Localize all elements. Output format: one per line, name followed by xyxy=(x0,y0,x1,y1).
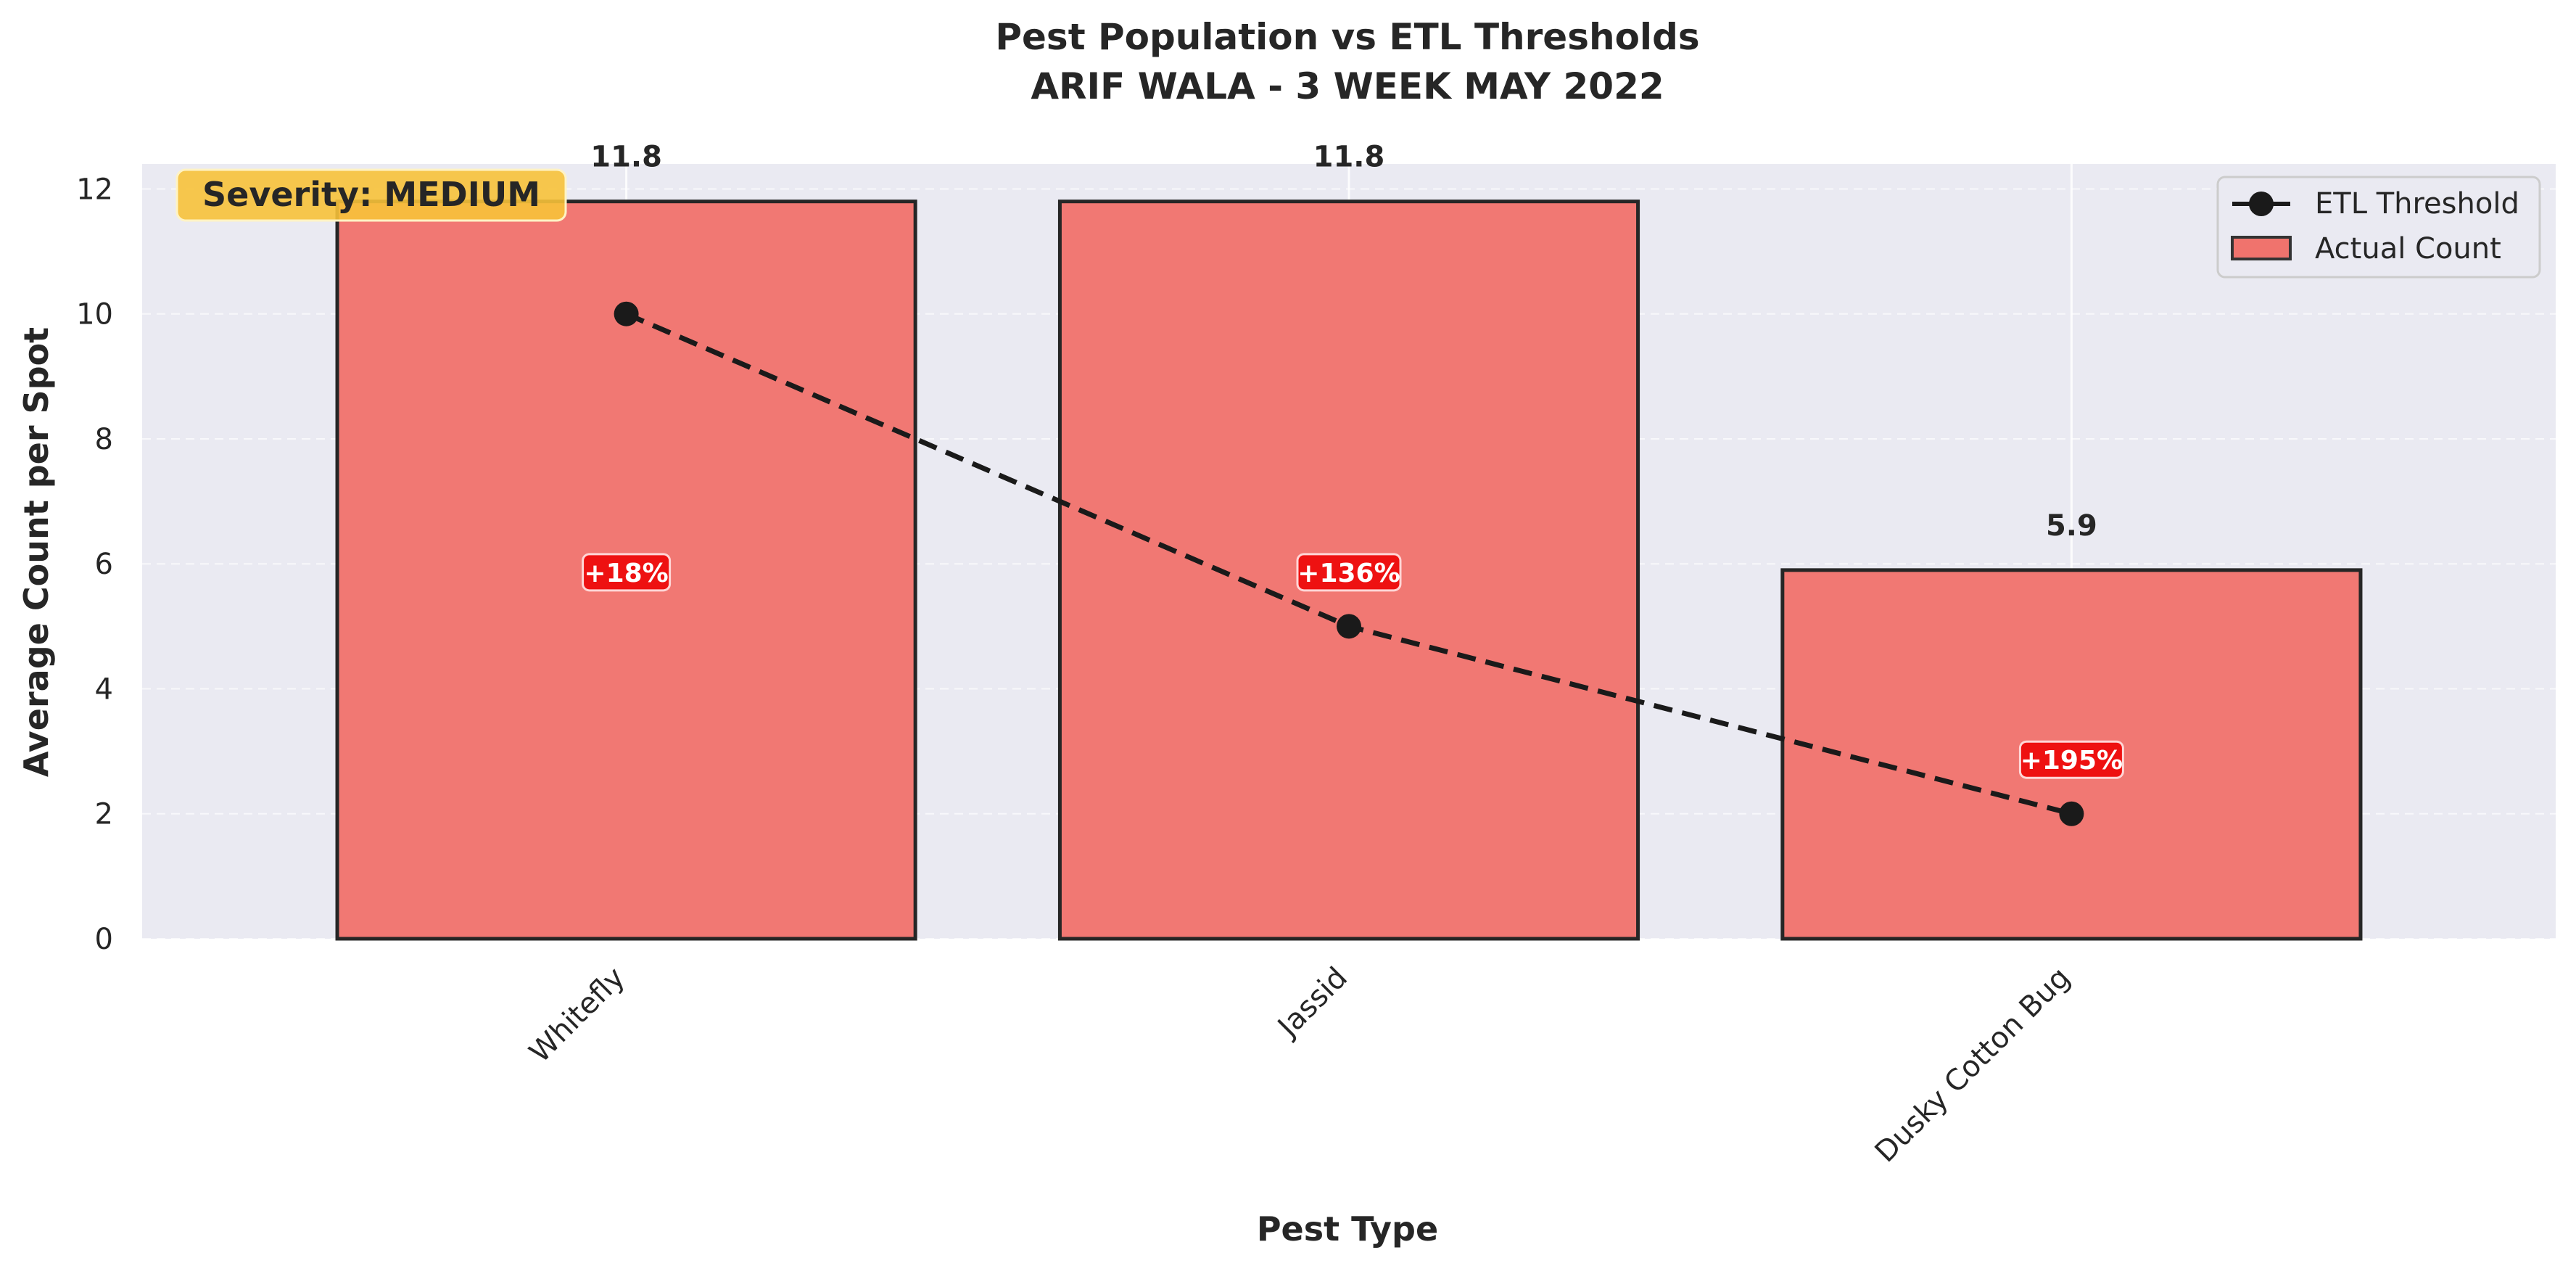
y-axis-label: Average Count per Spot xyxy=(17,327,56,777)
severity-label: Severity: MEDIUM xyxy=(202,175,540,214)
exceed-badge xyxy=(2018,740,2124,779)
legend-etl-label: ETL Threshold xyxy=(2315,187,2519,221)
legend-actual-label: Actual Count xyxy=(2315,232,2501,266)
x-tick-label: Jassid xyxy=(1270,961,1354,1045)
y-tick-label: 10 xyxy=(76,298,113,332)
y-tick-label: 6 xyxy=(95,548,113,581)
y-tick-label: 8 xyxy=(95,423,113,456)
exceed-label: +195% xyxy=(2020,746,2123,776)
y-tick-label: 4 xyxy=(95,672,113,706)
x-tick-label: Whitefly xyxy=(523,961,631,1069)
bar-value-label: 5.9 xyxy=(2046,509,2097,543)
legend-actual-swatch xyxy=(2231,236,2292,260)
exceed-badge xyxy=(582,553,672,592)
chart-title: Pest Population vs ETL Thresholds xyxy=(995,16,1699,58)
etl-line-layer xyxy=(614,301,2084,826)
severity-badge-box xyxy=(176,168,567,222)
x-axis-label: Pest Type xyxy=(1257,1209,1438,1249)
exceed-badge xyxy=(1296,553,1402,592)
severity-badge: Severity: MEDIUM xyxy=(176,168,567,222)
exceed-label: +18% xyxy=(584,559,668,588)
bar-value-label: 11.8 xyxy=(1313,141,1385,174)
legend: ETL Threshold Actual Count xyxy=(2216,176,2541,279)
exceed-label: +136% xyxy=(1297,559,1400,588)
chart-subtitle: ARIF WALA - 3 WEEK MAY 2022 xyxy=(1031,65,1664,107)
etl-point-whitefly xyxy=(614,301,639,326)
etl-point-dusky-cotton-bug xyxy=(2059,801,2084,826)
x-tick-label: Dusky Cotton Bug xyxy=(1869,961,2077,1169)
y-tick-label: 12 xyxy=(76,173,113,206)
etl-point-jassid xyxy=(1337,614,1361,639)
y-tick-label: 2 xyxy=(95,798,113,831)
legend-frame xyxy=(2216,176,2541,279)
label-layer: 11.8 11.8 5.9 +18% +136% +195% xyxy=(582,141,2124,779)
bar-value-label: 11.8 xyxy=(590,141,662,174)
legend-etl-marker xyxy=(2249,192,2274,216)
y-tick-label: 0 xyxy=(95,923,113,956)
